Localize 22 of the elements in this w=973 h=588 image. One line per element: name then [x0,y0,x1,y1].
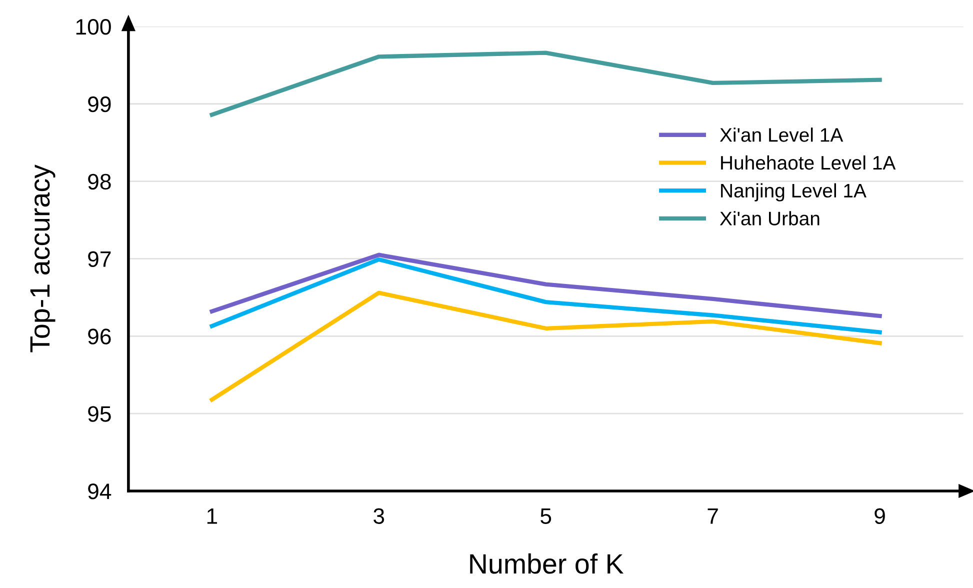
y-tick-label: 94 [88,484,112,500]
x-tick-label: 1 [207,508,218,524]
y-tick-label: 97 [88,251,111,267]
legend-label: Xi'an Level 1A [720,128,844,142]
line-series [210,290,882,402]
legend-label: Nanjing Level 1A [721,183,866,202]
y-tick-label: 100 [76,18,111,35]
x-tick-label: 9 [874,508,885,524]
x-axis-title: Number of K [470,553,624,574]
line-series [210,50,882,117]
y-tick-label: 99 [88,96,111,112]
line-series [210,252,882,318]
line-series [210,257,882,334]
legend-label: Xi'an Urban [720,211,820,226]
x-tick-label: 3 [374,508,384,524]
x-tick-label: 5 [540,508,552,524]
y-tick-label: 96 [88,328,111,344]
x-tick-label: 7 [708,508,718,524]
y-tick-label: 98 [88,174,111,190]
legend-label: Huhehaote Level 1A [721,155,896,170]
y-axis-title: Top-1 accuracy [30,164,56,352]
y-tick-label: 95 [88,406,111,422]
